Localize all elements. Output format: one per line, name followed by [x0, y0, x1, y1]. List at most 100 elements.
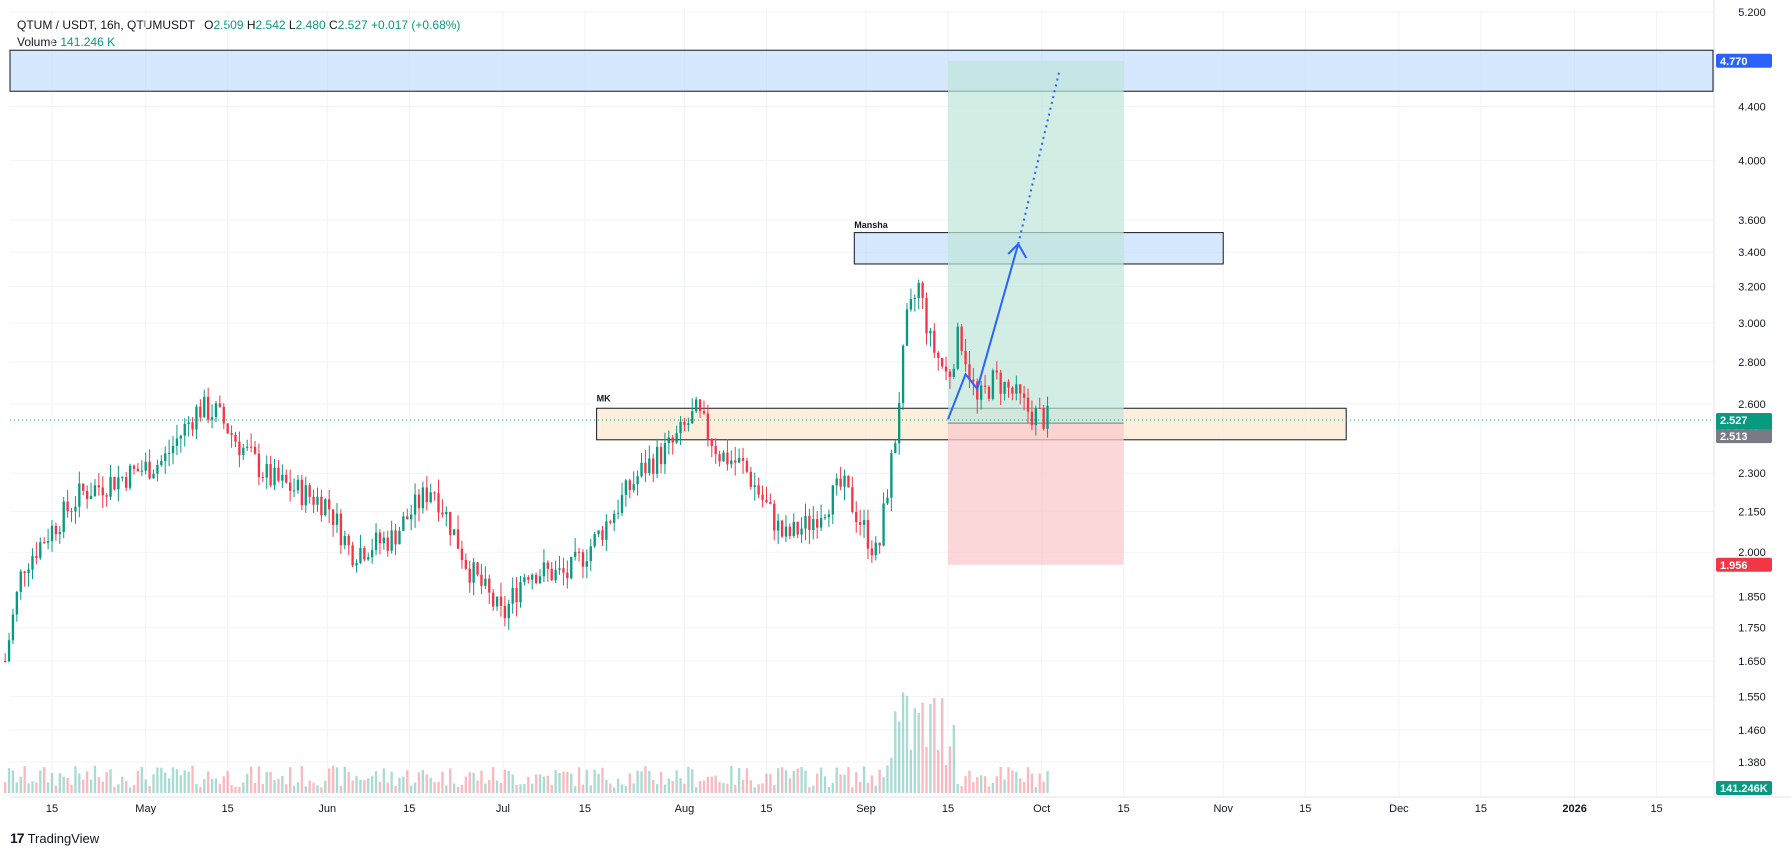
candle-body: [89, 495, 93, 499]
volume-bar: [620, 784, 624, 793]
candle-body: [698, 399, 702, 412]
candle-body: [125, 477, 128, 488]
candle-body: [156, 464, 159, 474]
candle-body: [523, 577, 526, 583]
candle-body: [31, 555, 34, 570]
volume-bar: [456, 786, 460, 793]
candle-body: [273, 467, 276, 486]
candle-body: [1030, 411, 1034, 426]
candle-body: [343, 535, 346, 546]
candle-body: [249, 446, 253, 448]
candle-body: [242, 447, 245, 456]
candle-body: [261, 477, 264, 479]
volume-bar: [273, 780, 276, 793]
volume-bar: [570, 773, 573, 793]
volume-bar: [19, 776, 22, 793]
tradingview-logo-text: TradingView: [27, 830, 100, 846]
candle-body: [499, 596, 503, 606]
candle-body: [624, 480, 628, 495]
volume-bar: [581, 784, 585, 793]
candle-body: [246, 446, 249, 448]
y-tick-label: 3.400: [1738, 247, 1766, 259]
volume-bar: [281, 775, 284, 793]
volume-bar: [515, 784, 518, 793]
candle-body: [737, 457, 741, 463]
volume-bar: [819, 767, 823, 793]
candle-body: [320, 496, 323, 516]
volume-bar: [390, 771, 393, 793]
candle-body: [468, 568, 471, 583]
volume-bar: [328, 768, 331, 793]
candle-body: [620, 494, 624, 513]
volume-bar: [577, 767, 581, 793]
candle-body: [370, 550, 374, 558]
target-zone: [9, 49, 1714, 92]
volume-bar: [858, 781, 862, 793]
annotation-mansha: Mansha: [854, 220, 889, 230]
candle-body: [495, 596, 499, 607]
volume-bar: [437, 782, 440, 793]
volume-bar: [484, 783, 487, 793]
candle-body: [816, 519, 819, 528]
volume-bar: [542, 776, 546, 793]
volume-bar: [230, 785, 233, 793]
candle-body: [855, 511, 858, 523]
volume-bar: [593, 769, 596, 793]
volume-bar: [702, 780, 706, 793]
candle-body: [3, 660, 7, 662]
candle-body: [27, 569, 30, 574]
candle-body: [460, 548, 464, 560]
volume-bar: [269, 771, 272, 793]
low-label: L: [288, 18, 296, 32]
price-badge: [1716, 429, 1772, 444]
candle-body: [995, 370, 998, 373]
candle-body: [929, 330, 932, 334]
volume-bar: [148, 785, 151, 793]
candle-body: [234, 434, 237, 442]
volume-bar: [15, 782, 19, 793]
candle-body: [609, 521, 612, 523]
candle-body: [78, 483, 81, 507]
volume-bar: [937, 749, 940, 793]
volume-bar: [320, 787, 323, 793]
volume-bar: [921, 702, 924, 793]
y-tick-label: 2.000: [1738, 547, 1766, 559]
candle-body: [117, 477, 120, 490]
candle-body: [515, 587, 518, 603]
candle-body: [253, 446, 257, 454]
candle-body: [70, 511, 73, 513]
volume-bar: [11, 770, 15, 793]
volume-bar: [363, 780, 366, 793]
x-tick-label: 2026: [1562, 803, 1586, 815]
volume-bar: [734, 784, 737, 793]
volume-bar: [671, 781, 674, 793]
candle-body: [987, 386, 991, 399]
volume-bar: [855, 772, 858, 793]
candle-body: [269, 464, 272, 486]
volume-bar: [503, 769, 507, 793]
volume-bar: [976, 777, 979, 793]
volume-bar: [706, 776, 710, 793]
volume-bar: [776, 768, 780, 793]
volume-bar: [406, 770, 409, 793]
candle-body: [898, 403, 901, 444]
candle-body: [82, 483, 85, 491]
volume-bar: [605, 779, 608, 793]
volume-bar: [531, 783, 534, 793]
volume-bar: [296, 782, 300, 793]
tradingview-logo[interactable]: 17 TradingView: [10, 830, 99, 846]
volume-bar: [140, 767, 143, 793]
volume-bar: [472, 772, 475, 793]
candle-body: [359, 548, 362, 563]
candle-body: [214, 403, 218, 418]
volume-bar: [796, 768, 799, 793]
volume-bar: [913, 708, 916, 793]
candle-body: [718, 454, 721, 462]
candle-body: [972, 379, 975, 382]
volume-bar: [97, 777, 101, 793]
candle-body: [741, 457, 745, 461]
volume-bar: [468, 772, 471, 793]
candle-body: [808, 515, 811, 531]
y-tick-label: 5.200: [1738, 7, 1766, 19]
